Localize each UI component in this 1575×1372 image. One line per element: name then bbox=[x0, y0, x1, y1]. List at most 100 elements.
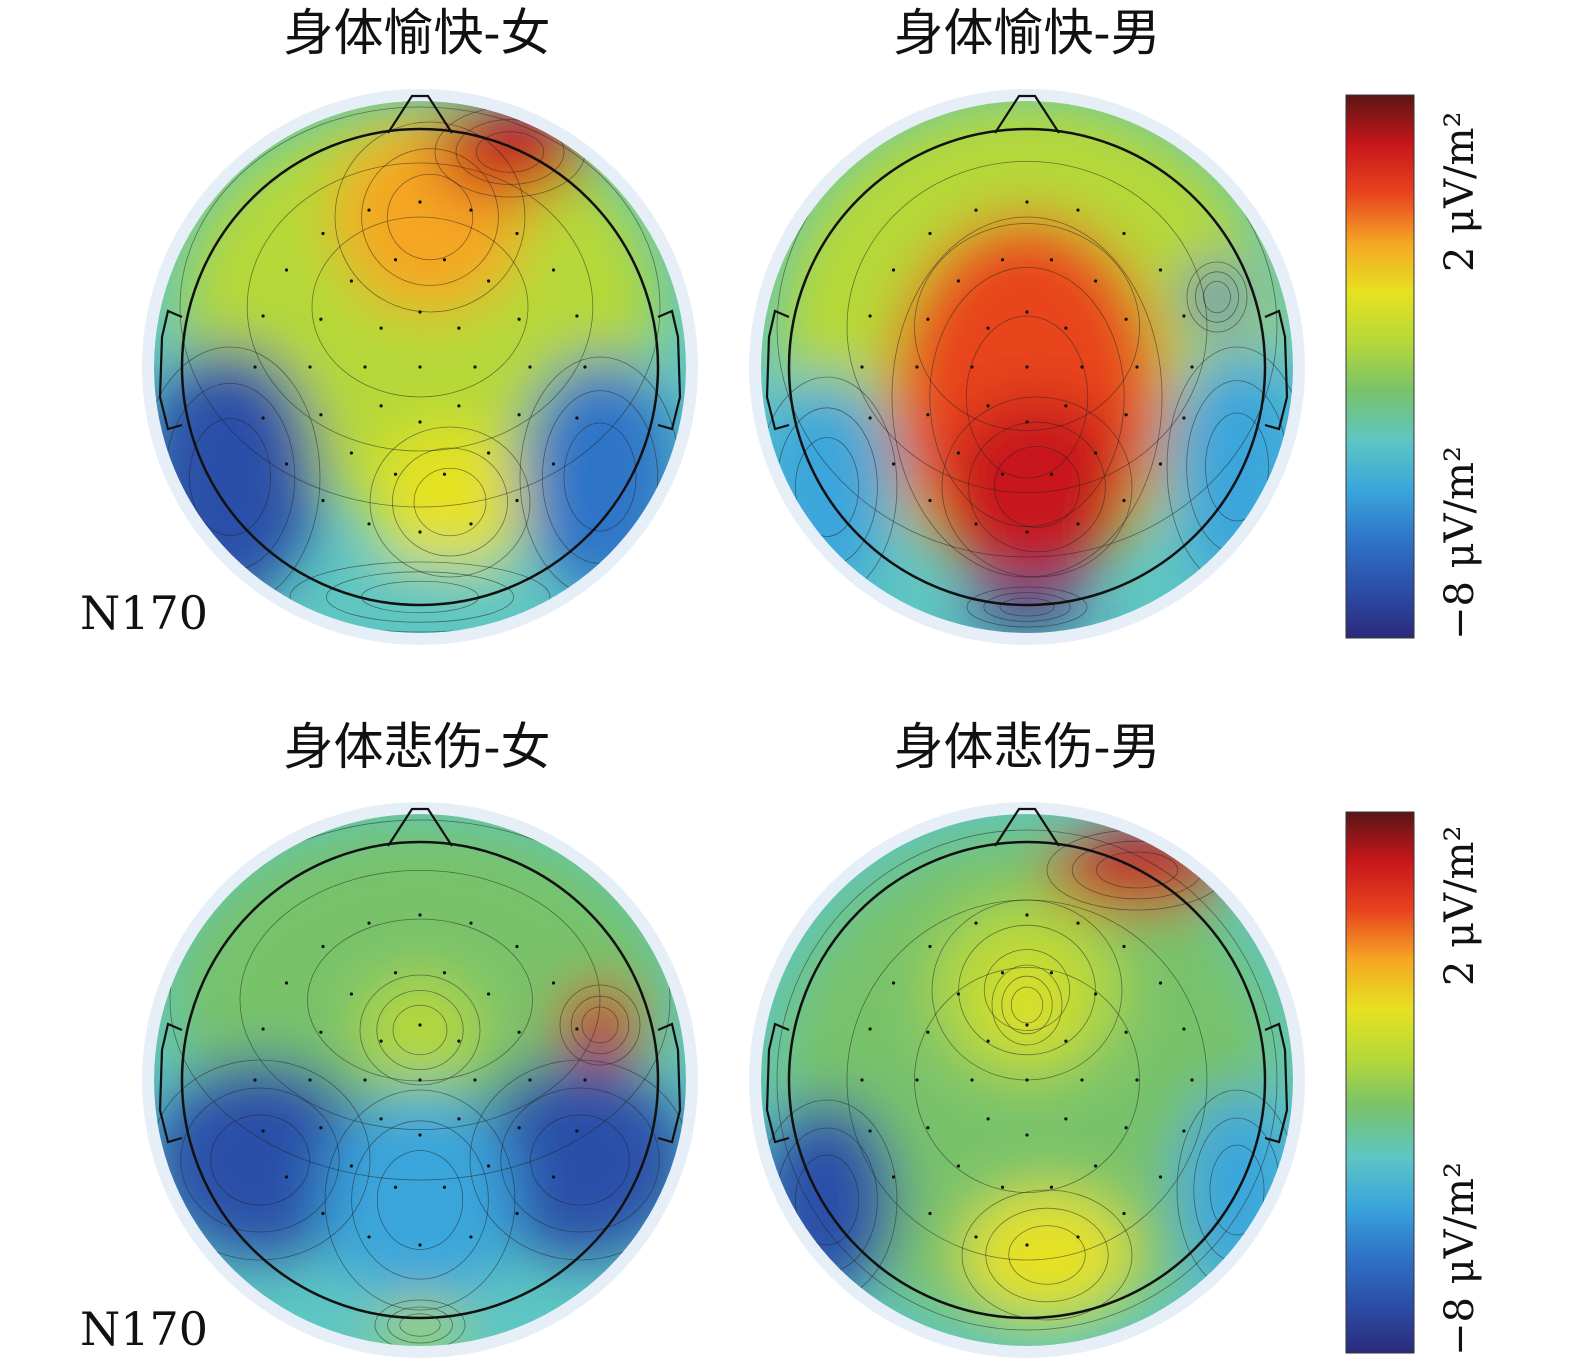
electrode-dot bbox=[860, 365, 864, 369]
electrode-dot bbox=[1124, 1126, 1128, 1130]
electrode-dot bbox=[515, 498, 519, 503]
electrode-dot bbox=[261, 1027, 265, 1031]
electrode-dot bbox=[1182, 416, 1186, 420]
electrode-dot bbox=[1158, 462, 1163, 466]
contour-line bbox=[369, 426, 531, 578]
electrode-dot bbox=[469, 522, 473, 526]
field-blob bbox=[370, 427, 530, 577]
electrode-dot bbox=[517, 413, 521, 417]
electrode-dot bbox=[1025, 1133, 1029, 1137]
electrode-dot bbox=[915, 1078, 919, 1082]
electrode-dot bbox=[349, 451, 354, 455]
electrode-dot bbox=[1190, 365, 1194, 369]
electrode-dot bbox=[1158, 981, 1163, 985]
electrode-dot bbox=[319, 1030, 323, 1034]
contour-line bbox=[941, 396, 1133, 578]
electrode-dot bbox=[1064, 1117, 1068, 1121]
contour-line bbox=[559, 984, 641, 1066]
electrode-dot bbox=[1124, 1030, 1128, 1034]
colorbar-bottom bbox=[1345, 811, 1415, 1354]
electrode-dot bbox=[379, 1117, 383, 1121]
contour-line bbox=[966, 586, 1088, 628]
electrode-dot bbox=[1064, 404, 1068, 408]
electrode-dot bbox=[868, 314, 872, 318]
contour-line bbox=[475, 131, 545, 173]
scalp-map-happy-male bbox=[749, 89, 1305, 645]
electrode-dot bbox=[551, 268, 556, 272]
contour-line bbox=[392, 1004, 448, 1056]
contour-line bbox=[993, 446, 1081, 528]
head-outline bbox=[180, 840, 660, 1320]
electrode-dot bbox=[986, 326, 990, 330]
field-blob bbox=[962, 1190, 1132, 1320]
electrode-dot bbox=[486, 992, 491, 996]
electrode-dot bbox=[1064, 1039, 1068, 1043]
electrode-dot bbox=[926, 317, 930, 321]
nose-outline bbox=[387, 807, 453, 847]
field-blob bbox=[992, 965, 1062, 1045]
electrode-dot bbox=[1076, 522, 1080, 526]
electrode-dot bbox=[1122, 231, 1126, 236]
electrode-dot bbox=[986, 1117, 990, 1121]
field-blob bbox=[942, 397, 1132, 577]
contour-line bbox=[1186, 261, 1248, 333]
contour-line bbox=[776, 101, 1278, 558]
electrode-dot bbox=[1093, 1164, 1098, 1168]
electrode-dot bbox=[928, 1211, 932, 1216]
electrode-dot bbox=[928, 231, 932, 236]
electrode-dot bbox=[974, 1235, 978, 1239]
electrode-dot bbox=[974, 921, 978, 925]
contour-line bbox=[376, 1150, 464, 1250]
electrode-dot bbox=[868, 416, 872, 420]
electrode-dot bbox=[926, 1126, 930, 1130]
contour-line bbox=[289, 561, 551, 633]
electrode-dot bbox=[486, 451, 491, 455]
contour-line bbox=[1205, 412, 1269, 522]
contour-line bbox=[374, 1299, 466, 1346]
contour-line bbox=[386, 173, 474, 261]
electrode-dot bbox=[528, 1078, 532, 1082]
electrode-dot bbox=[1025, 200, 1029, 204]
electrode-dot bbox=[891, 268, 896, 272]
electrode-dot bbox=[1124, 413, 1128, 417]
field-blob bbox=[1187, 262, 1247, 332]
contour-line bbox=[1096, 851, 1178, 889]
head-outline bbox=[787, 127, 1267, 607]
electrode-dot bbox=[261, 1129, 265, 1133]
electrode-dot bbox=[1093, 451, 1098, 455]
electrode-dot bbox=[970, 365, 974, 369]
electrode-dot bbox=[321, 944, 325, 949]
electrode-dot bbox=[926, 413, 930, 417]
contour-line bbox=[965, 315, 1089, 479]
electrode-dot bbox=[418, 530, 422, 534]
electrode-dot bbox=[284, 462, 289, 466]
electrode-dot bbox=[363, 1078, 367, 1082]
field-blob bbox=[435, 107, 585, 197]
contour-line bbox=[891, 216, 1163, 578]
nose-outline bbox=[387, 94, 453, 134]
electrode-dot bbox=[891, 462, 896, 466]
electrode-dot bbox=[1122, 1211, 1126, 1216]
scalp-map-happy-female bbox=[142, 89, 698, 645]
electrode-dot bbox=[974, 522, 978, 526]
contour-line bbox=[1195, 271, 1240, 323]
electrode-dot bbox=[1049, 971, 1054, 975]
electrode-dot bbox=[367, 921, 371, 925]
field-blob bbox=[560, 985, 640, 1065]
electrode-dot bbox=[956, 992, 961, 996]
electrode-dot bbox=[1000, 472, 1005, 476]
electrode-dot bbox=[442, 1185, 447, 1189]
electrode-dot bbox=[367, 208, 371, 212]
right-ear-outline bbox=[1264, 309, 1289, 431]
contour-line bbox=[999, 597, 1055, 617]
electrode-dot bbox=[473, 365, 477, 369]
electrode-dot bbox=[457, 404, 461, 408]
electrode-dot bbox=[517, 317, 521, 321]
electrode-dot bbox=[319, 1126, 323, 1130]
electrode-dot bbox=[486, 279, 491, 283]
contour-line bbox=[961, 1189, 1133, 1321]
left-ear-outline bbox=[158, 309, 183, 431]
field-blob bbox=[154, 1060, 370, 1260]
electrode-dot bbox=[1000, 1185, 1005, 1189]
